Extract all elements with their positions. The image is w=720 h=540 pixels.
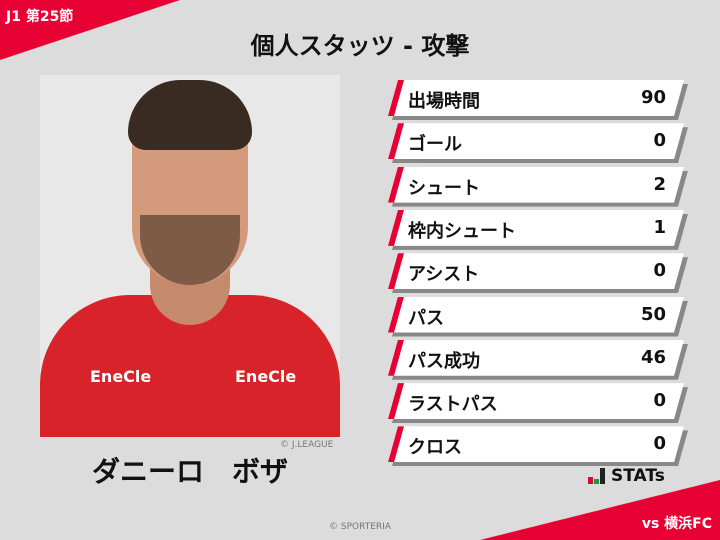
stat-label: ラストパス	[408, 394, 498, 416]
stat-value: 0	[653, 433, 666, 455]
stat-value: 90	[640, 87, 666, 108]
stat-value: 0	[653, 260, 666, 282]
sponsor-logo: EneCle	[235, 367, 297, 386]
stat-row: 枠内シュート 1	[388, 209, 688, 246]
stat-value: 0	[653, 390, 666, 412]
player-name: ダニーロ ボザ	[91, 455, 288, 488]
bar-chart-icon	[588, 468, 605, 484]
stat-row: シュート 2	[388, 166, 688, 203]
stat-row: クロス 0	[388, 426, 688, 462]
player-photo: EneCle EneCle	[40, 75, 340, 437]
stat-row: 出場時間 90	[388, 80, 688, 116]
stat-label: 出場時間	[408, 91, 480, 112]
stat-value: 46	[640, 346, 666, 368]
stat-label: クロス	[408, 437, 462, 459]
stat-label: ゴール	[408, 134, 462, 156]
stat-row: パス成功 46	[388, 339, 688, 376]
stat-label: 枠内シュート	[408, 220, 516, 242]
stat-value: 2	[653, 173, 666, 195]
copyright: © SPORTERIA	[329, 522, 391, 532]
page-title: 個人スタッツ - 攻撃	[250, 32, 470, 60]
stat-label: パス	[408, 307, 444, 329]
round-label: J1 第25節	[6, 9, 74, 25]
opponent-label: vs 横浜FC	[641, 516, 712, 532]
stat-label: パス成功	[408, 350, 480, 372]
stat-value: 0	[653, 130, 666, 152]
stat-label: シュート	[408, 177, 480, 199]
stats-logo: STATs	[588, 468, 665, 485]
stat-value: 50	[640, 303, 666, 325]
photo-credit: © J.LEAGUE	[280, 440, 334, 450]
stat-value: 1	[653, 216, 666, 238]
stat-row: パス 50	[388, 296, 688, 333]
stat-label: アシスト	[408, 264, 480, 286]
stat-row: アシスト 0	[388, 253, 688, 289]
stat-row: ゴール 0	[388, 123, 688, 159]
sponsor-logo: EneCle	[90, 367, 152, 386]
stat-row: ラストパス 0	[388, 383, 688, 419]
